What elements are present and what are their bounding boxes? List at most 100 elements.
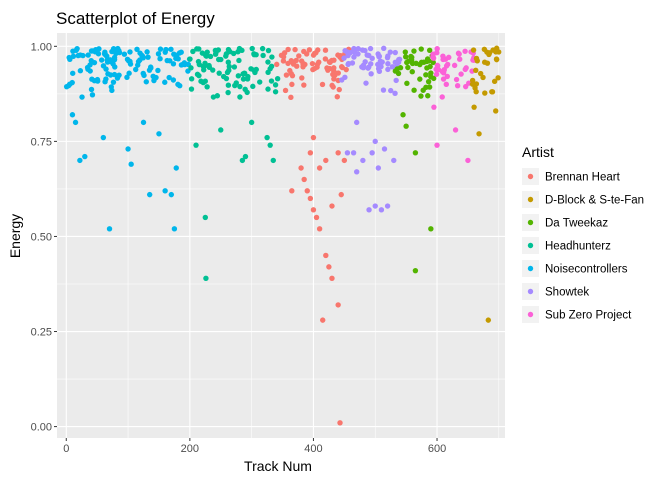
y-tick-label: 1.00 (31, 41, 52, 53)
data-point (244, 76, 251, 82)
data-point (480, 74, 486, 81)
data-point (240, 71, 246, 77)
legend-item: Sub Zero Project (522, 306, 632, 323)
legend-key-point (527, 311, 534, 318)
legend-key-point (527, 265, 534, 272)
data-point (250, 83, 256, 90)
data-point (381, 45, 387, 52)
legend-label: Showtek (545, 287, 589, 299)
data-point (489, 89, 495, 95)
data-point (336, 86, 342, 93)
data-point (265, 47, 272, 54)
data-point (304, 188, 310, 194)
data-point (326, 59, 333, 65)
data-point (341, 55, 347, 61)
data-point (411, 48, 417, 54)
data-point (175, 56, 181, 62)
data-point (353, 169, 360, 175)
data-point (381, 146, 388, 152)
data-point (434, 62, 441, 69)
data-point (434, 142, 440, 148)
data-point (493, 56, 500, 62)
data-point (452, 127, 459, 133)
data-point (323, 252, 329, 259)
data-point (443, 63, 450, 69)
data-point (484, 60, 491, 66)
data-point (224, 69, 231, 76)
data-point (453, 76, 460, 83)
data-point (314, 64, 320, 70)
data-point (70, 48, 76, 54)
data-point (329, 82, 335, 89)
y-axis-ticks: 0.00 0.25 0.50 0.75 1.00 (31, 41, 57, 434)
data-point (113, 49, 119, 55)
data-point (168, 191, 175, 198)
data-point (385, 61, 391, 67)
data-point (335, 150, 341, 156)
data-point (126, 58, 132, 64)
data-point (227, 48, 233, 55)
data-point (215, 47, 222, 53)
data-point (451, 62, 458, 69)
data-point (242, 86, 248, 92)
data-point (203, 52, 209, 59)
data-point (88, 86, 95, 93)
data-point (162, 188, 168, 194)
data-point (89, 92, 96, 98)
data-point (443, 81, 449, 88)
data-point (375, 165, 382, 171)
data-point (417, 76, 423, 82)
data-point (433, 71, 440, 77)
data-point (341, 157, 348, 164)
data-point (188, 86, 195, 92)
data-point (395, 58, 401, 65)
data-point (128, 161, 134, 167)
data-point (239, 47, 245, 54)
data-point (110, 61, 116, 67)
data-point (111, 71, 118, 78)
data-point (309, 60, 316, 67)
data-point (430, 59, 436, 66)
data-point (339, 77, 345, 83)
data-point (428, 74, 434, 80)
data-point (127, 49, 133, 55)
data-point (342, 47, 348, 54)
data-point (204, 84, 210, 90)
data-point (171, 51, 177, 57)
data-point (272, 89, 279, 95)
data-point (345, 60, 352, 67)
data-point (362, 47, 368, 54)
data-point (367, 45, 374, 52)
data-point (368, 71, 374, 77)
data-point (302, 61, 308, 68)
data-point (235, 73, 242, 79)
data-point (66, 82, 72, 89)
data-point (193, 142, 199, 148)
data-point (385, 66, 391, 73)
data-point (67, 56, 73, 62)
data-point (173, 165, 179, 171)
data-point (425, 93, 431, 99)
data-point (188, 65, 194, 71)
x-axis-ticks: 0 200 400 600 (63, 438, 446, 455)
data-point (301, 82, 307, 88)
data-point (319, 81, 326, 88)
data-point (270, 157, 276, 164)
data-point (69, 112, 76, 118)
data-point (344, 150, 351, 156)
data-point (135, 58, 142, 65)
data-point (463, 65, 469, 71)
data-point (316, 165, 323, 171)
data-point (151, 77, 157, 84)
x-axis-title: Track Num (244, 458, 312, 474)
data-point (366, 207, 372, 213)
data-point (455, 50, 462, 56)
data-point (446, 54, 452, 61)
data-point (98, 57, 105, 63)
data-point (140, 119, 147, 126)
legend-key-point (527, 219, 534, 226)
data-point (491, 78, 498, 85)
data-point (80, 52, 86, 59)
data-point (280, 54, 287, 60)
data-point (404, 80, 410, 86)
